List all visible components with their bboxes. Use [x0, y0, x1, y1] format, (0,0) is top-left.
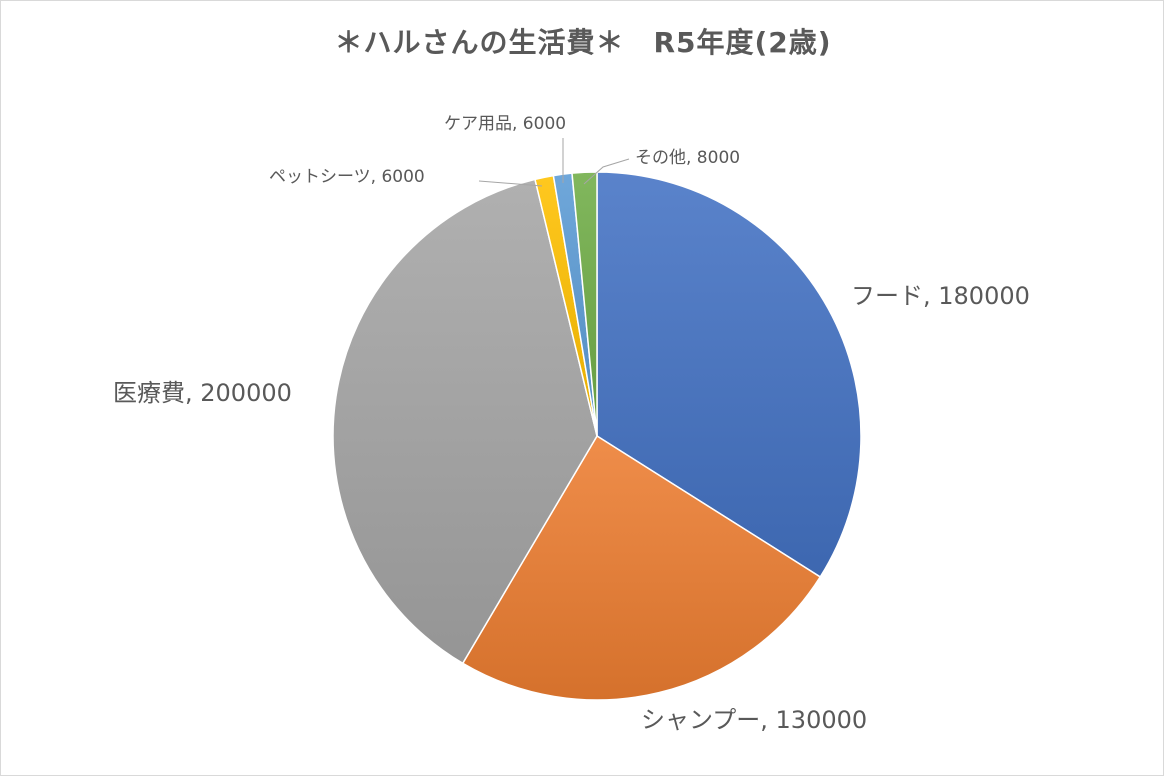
leader-lines	[478, 138, 630, 187]
data-label-2: シャンプー, 130000	[641, 706, 867, 734]
data-label-3: 医療費, 200000	[113, 379, 292, 407]
leader-line-6	[583, 158, 630, 185]
pie-slices	[332, 171, 862, 701]
data-label-4: ペットシーツ, 6000	[269, 167, 425, 187]
pie-slice-1	[596, 171, 862, 578]
data-label-1: フード, 180000	[851, 282, 1030, 310]
data-label-6: その他, 8000	[635, 148, 740, 168]
data-labels: フード, 180000 シャンプー, 130000 医療費, 200000 ペットシー…	[113, 114, 1030, 734]
data-label-5: ケア用品, 6000	[444, 114, 566, 134]
pie-slice-3	[332, 178, 598, 665]
pie-slice-2	[461, 434, 822, 701]
chart-title: ＊ハルさんの生活費＊ R5年度(2歳)	[334, 26, 832, 59]
leader-line-4	[478, 180, 543, 187]
